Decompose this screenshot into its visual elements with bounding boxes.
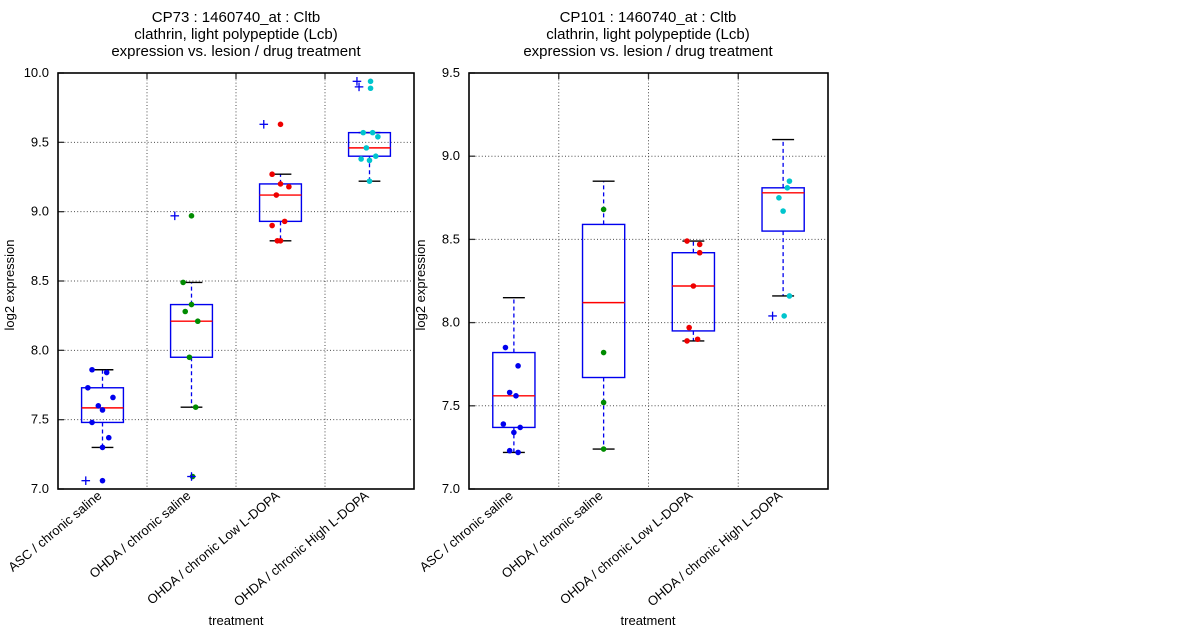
svg-text:8.0: 8.0 bbox=[31, 342, 49, 357]
svg-text:expression vs. lesion / drug t: expression vs. lesion / drug treatment bbox=[523, 43, 773, 60]
svg-text:8.5: 8.5 bbox=[31, 273, 49, 288]
svg-text:CP73 : 1460740_at : Cltb: CP73 : 1460740_at : Cltb bbox=[152, 9, 320, 26]
svg-text:7.0: 7.0 bbox=[31, 481, 49, 496]
svg-text:CP101 : 1460740_at : Cltb: CP101 : 1460740_at : Cltb bbox=[560, 9, 737, 26]
svg-text:10.0: 10.0 bbox=[24, 65, 49, 80]
svg-text:treatment: treatment bbox=[621, 613, 676, 628]
svg-text:log2 expression: log2 expression bbox=[413, 239, 428, 330]
svg-text:9.5: 9.5 bbox=[442, 65, 460, 80]
svg-text:log2 expression: log2 expression bbox=[2, 239, 17, 330]
svg-text:7.5: 7.5 bbox=[31, 412, 49, 427]
svg-text:9.0: 9.0 bbox=[31, 204, 49, 219]
svg-text:8.5: 8.5 bbox=[442, 231, 460, 246]
svg-text:clathrin, light polypeptide (L: clathrin, light polypeptide (Lcb) bbox=[134, 26, 337, 43]
svg-text:8.0: 8.0 bbox=[442, 315, 460, 330]
svg-text:7.0: 7.0 bbox=[442, 481, 460, 496]
svg-text:clathrin, light polypeptide (L: clathrin, light polypeptide (Lcb) bbox=[546, 26, 749, 43]
svg-text:7.5: 7.5 bbox=[442, 398, 460, 413]
svg-text:9.5: 9.5 bbox=[31, 134, 49, 149]
svg-text:9.0: 9.0 bbox=[442, 148, 460, 163]
svg-text:expression vs. lesion / drug t: expression vs. lesion / drug treatment bbox=[111, 43, 361, 60]
svg-text:treatment: treatment bbox=[209, 613, 264, 628]
